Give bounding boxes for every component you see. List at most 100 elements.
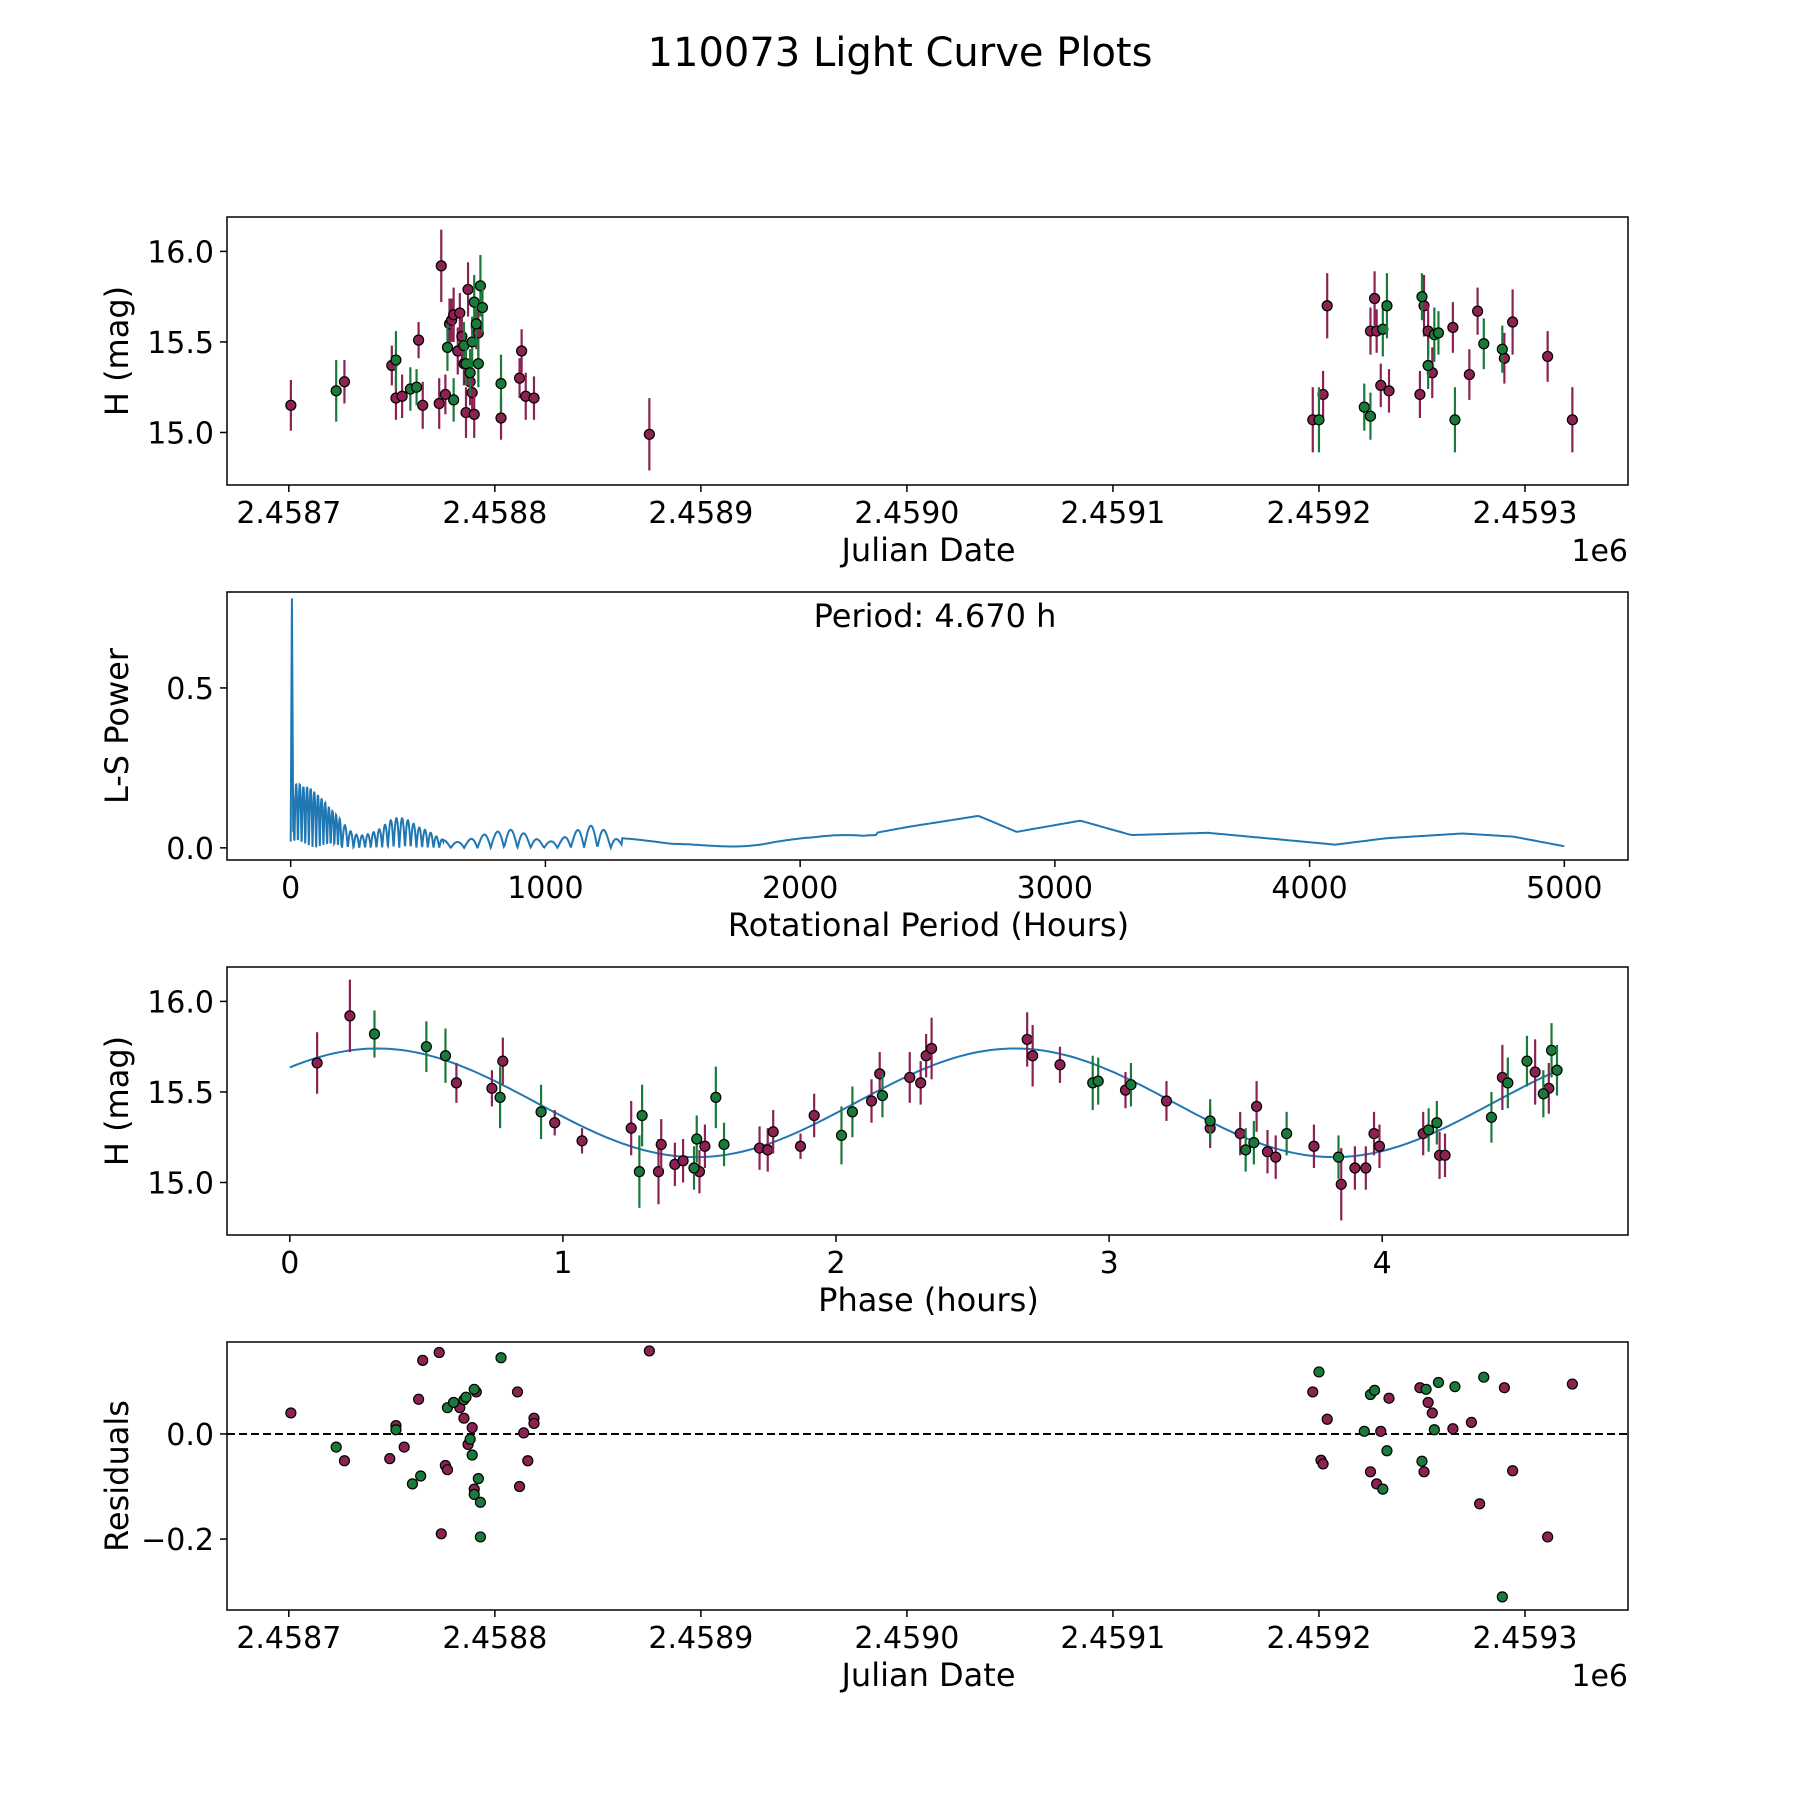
data-point [1566, 414, 1578, 426]
data-point [433, 397, 445, 410]
data-point [1498, 1382, 1510, 1394]
data-point [1240, 1144, 1252, 1156]
y-tick-label: 0.0 [166, 1418, 214, 1453]
data-point [1368, 292, 1381, 305]
data-point [456, 330, 468, 343]
series-filter_a [311, 979, 1555, 1221]
data-point [1364, 410, 1377, 422]
data-point [1383, 1392, 1395, 1404]
data-point [497, 1055, 509, 1067]
data-point [688, 1162, 700, 1174]
data-point [915, 1077, 927, 1089]
data-point [1250, 1100, 1263, 1113]
data-point [464, 1433, 476, 1445]
data-point [925, 1042, 938, 1055]
data-point [904, 1071, 916, 1084]
data-point [1496, 1591, 1508, 1603]
data-point [464, 367, 476, 379]
data-point [466, 387, 478, 399]
data-point [396, 390, 408, 402]
x-offset-label: 1e6 [1571, 1659, 1628, 1694]
data-point [1502, 1077, 1514, 1089]
x-tick-label: 3000 [1017, 871, 1093, 906]
axes-frame [226, 216, 1629, 486]
data-point [1422, 1396, 1434, 1409]
data-point [576, 1135, 588, 1147]
data-point [1428, 1424, 1440, 1436]
panel-light-curve: 2.4587 2.4588 2.4589 2.4590 2.4591 2.4592 2.45… [98, 216, 1629, 569]
data-point [710, 1091, 722, 1103]
data-point [1373, 1140, 1386, 1152]
axes-frame [226, 1341, 1629, 1611]
data-point [1021, 1033, 1033, 1046]
data-point [1478, 338, 1490, 350]
data-point [390, 354, 402, 366]
data-point [1431, 1117, 1443, 1129]
data-point [794, 1140, 807, 1152]
data-point [518, 1427, 530, 1439]
data-point [636, 1109, 648, 1122]
data-point [1092, 1075, 1104, 1087]
data-point [1270, 1151, 1282, 1163]
x-tick-label: 1000 [507, 871, 583, 906]
y-axis-label: L-S Power [98, 647, 136, 804]
data-point [468, 408, 480, 420]
data-point [1529, 1066, 1541, 1078]
data-point [474, 1496, 487, 1508]
x-tick-label: 4 [1373, 1246, 1392, 1281]
data-point [472, 358, 484, 370]
data-point [470, 318, 482, 330]
data-point [1234, 1127, 1246, 1140]
data-point [344, 1010, 356, 1022]
data-point [1321, 1413, 1333, 1425]
data-point [398, 1441, 410, 1453]
data-point [460, 1391, 472, 1403]
data-point [410, 381, 423, 393]
data-point [865, 1095, 878, 1107]
data-point [468, 1488, 480, 1500]
series-filter_b [330, 255, 1508, 453]
data-point [1542, 350, 1554, 363]
data-point [1537, 1088, 1549, 1100]
data-point [468, 1383, 480, 1395]
data-point [1542, 1531, 1554, 1543]
x-tick-label: 2.4589 [648, 496, 753, 531]
y-tick-label: 15.0 [147, 1166, 214, 1201]
data-point [1496, 343, 1508, 355]
x-tick-label: 2.4587 [236, 496, 341, 531]
data-point [338, 1455, 351, 1467]
x-axis-label: Julian Date [839, 531, 1015, 569]
data-point [1054, 1059, 1066, 1071]
data-point [1349, 1162, 1361, 1174]
x-tick-label: 2.4587 [236, 1621, 341, 1656]
data-point [1439, 1149, 1451, 1161]
data-point [1368, 1384, 1381, 1396]
data-point [458, 1412, 470, 1424]
data-point [420, 1041, 432, 1053]
data-point [285, 399, 297, 411]
y-tick-label: 0.0 [166, 832, 214, 867]
data-point [535, 1106, 547, 1118]
data-point [1447, 321, 1459, 334]
data-point [1358, 401, 1370, 413]
data-point [1551, 1064, 1563, 1076]
data-point [718, 1138, 730, 1151]
data-point [439, 1050, 452, 1062]
plot-area [285, 229, 1578, 471]
data-point [876, 1089, 889, 1102]
data-point [1545, 1044, 1558, 1056]
data-point [495, 1352, 507, 1364]
x-tick-label: 2.4592 [1266, 1621, 1371, 1656]
data-point [1449, 1381, 1461, 1393]
plot-area [289, 979, 1563, 1221]
data-point [1465, 1416, 1478, 1429]
data-point [1463, 368, 1475, 381]
data-point [474, 1531, 487, 1543]
data-point [1248, 1137, 1260, 1149]
data-point [1317, 1458, 1329, 1470]
y-tick-label: −0.2 [141, 1523, 214, 1558]
data-point [1416, 1455, 1428, 1467]
data-point [462, 283, 474, 296]
data-point [655, 1138, 667, 1151]
x-axis-label: Phase (hours) [818, 1281, 1039, 1319]
